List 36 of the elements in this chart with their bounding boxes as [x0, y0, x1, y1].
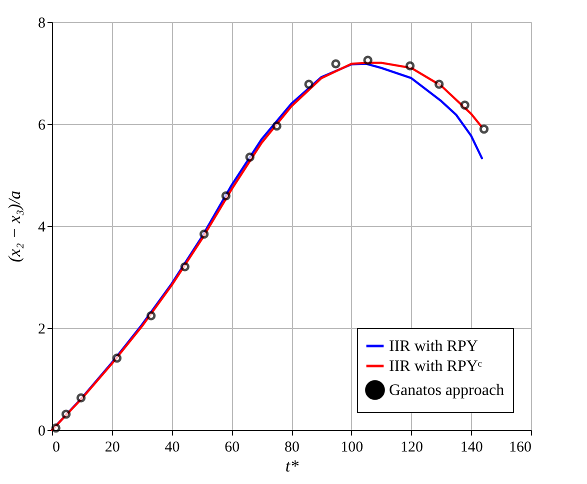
point: [331, 59, 340, 68]
x-tick-label: 140: [460, 440, 483, 456]
x-tick-label: 80: [284, 440, 300, 456]
point: [460, 100, 470, 110]
legend-label: IIR with RPYᶜ: [389, 358, 482, 375]
point: [272, 121, 282, 131]
point: [146, 311, 156, 320]
y-tick-label: 4: [38, 220, 46, 236]
point: [180, 262, 190, 272]
x-tick-label: 20: [104, 440, 120, 456]
x-tick-label: 160: [509, 440, 532, 456]
y-tick-label: 8: [38, 16, 46, 32]
x-tick-label: 0: [52, 440, 60, 456]
point: [363, 56, 372, 65]
x-tick-label: 120: [400, 440, 423, 456]
point: [304, 80, 314, 89]
point: [61, 410, 71, 419]
point: [112, 353, 122, 363]
point: [434, 80, 444, 89]
point: [245, 152, 254, 162]
y-axis-title: (x₂ − x₃)/a: [5, 190, 24, 262]
y-tick-label: 0: [38, 424, 46, 440]
x-tick-label: 60: [224, 440, 240, 456]
point: [221, 191, 231, 201]
point: [199, 230, 209, 239]
x-axis-title: t*: [285, 456, 300, 476]
point: [479, 124, 489, 134]
point: [51, 423, 60, 433]
point: [405, 61, 415, 70]
y-tick-label: 6: [38, 118, 46, 134]
x-tick-label: 40: [164, 440, 180, 456]
legend-label: Ganatos approach: [389, 382, 504, 399]
y-tick-label: 2: [38, 322, 46, 338]
legend-label: IIR with RPY: [389, 338, 478, 355]
point: [76, 393, 86, 402]
x-tick-label: 100: [340, 440, 364, 456]
